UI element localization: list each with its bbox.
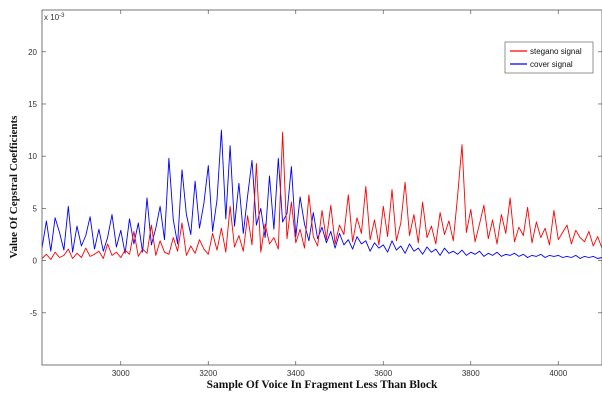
legend-box xyxy=(504,41,594,74)
y-exponent-label: x 10-3 xyxy=(44,13,65,22)
x-tick-label: 3000 xyxy=(112,369,130,378)
x-tick-label: 3800 xyxy=(462,369,480,378)
y-tick-label: -5 xyxy=(30,309,38,318)
x-tick-label: 3400 xyxy=(287,369,305,378)
legend-label-stegano: stegano signal xyxy=(530,47,582,56)
y-tick-label: 15 xyxy=(28,100,37,109)
y-tick-label: 5 xyxy=(33,204,38,213)
x-tick-label: 3600 xyxy=(374,369,392,378)
series-line-cover xyxy=(42,129,602,259)
plot-frame xyxy=(41,9,602,366)
x-tick-label: 4000 xyxy=(549,369,567,378)
legend-label-cover: cover signal xyxy=(530,60,573,69)
series-line-stegano xyxy=(42,131,602,260)
y-tick-label: 0 xyxy=(33,257,38,266)
x-axis-label: Sample Of Voice In Fragment Less Than Bl… xyxy=(207,379,438,391)
y-tick-label: 10 xyxy=(28,152,37,161)
y-tick-label: 20 xyxy=(28,48,37,57)
x-tick-label: 3200 xyxy=(199,369,217,378)
y-axis-label: Value Of Cepstral Coefficients xyxy=(8,115,20,259)
legend: stegano signal cover signal xyxy=(504,41,594,74)
